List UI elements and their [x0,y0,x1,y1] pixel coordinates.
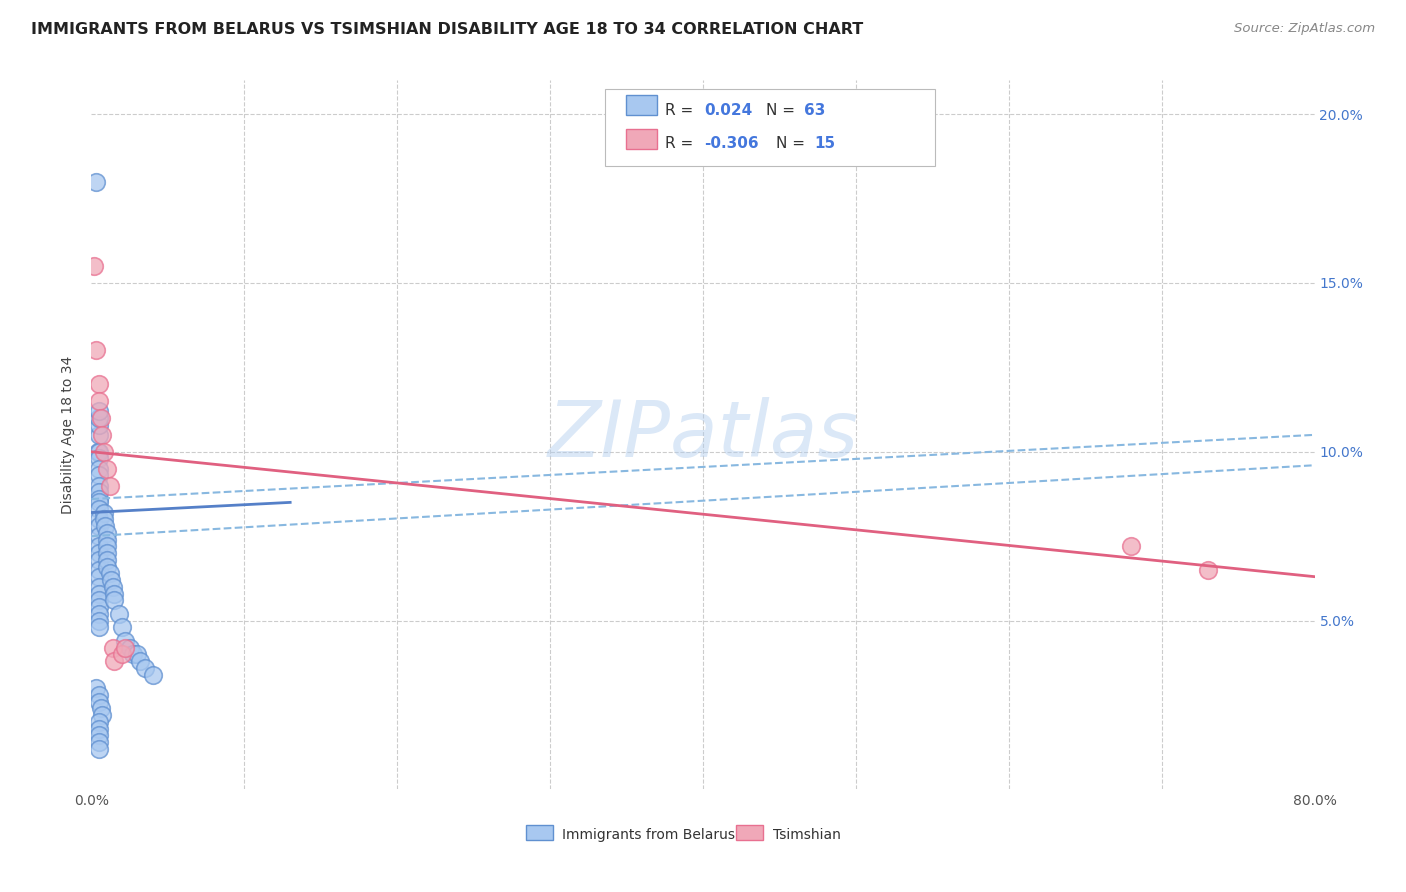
Text: 63: 63 [804,103,825,118]
Point [96,539,118,553]
Point [90,701,112,715]
Point [86,444,108,458]
Point [101,580,124,594]
Point [96,525,118,540]
Point [87,495,110,509]
Text: ZIPatlas: ZIPatlas [547,397,859,473]
Point [87,607,110,621]
Point [111,648,134,662]
Text: -0.306: -0.306 [704,136,759,152]
Point [87,417,110,432]
Point [87,586,110,600]
Point [87,570,110,584]
Point [87,553,110,567]
Point [87,688,110,702]
Point [84,681,107,695]
FancyBboxPatch shape [526,825,553,840]
Point [114,633,136,648]
Text: 0.024: 0.024 [704,103,752,118]
Point [103,586,125,600]
Point [87,539,110,553]
Point [87,742,110,756]
Point [103,654,125,668]
Point [87,491,110,506]
Point [127,648,149,662]
Point [87,394,110,409]
Point [87,451,110,466]
Point [87,529,110,543]
Point [100,573,122,587]
Point [141,667,163,681]
Text: Tsimshian: Tsimshian [773,829,841,842]
Y-axis label: Disability Age 18 to 34: Disability Age 18 to 34 [62,356,76,514]
Point [96,553,118,567]
Point [87,461,110,475]
Point [87,512,110,526]
Point [90,411,112,425]
Point [129,654,152,668]
Point [87,580,110,594]
Point [87,468,110,483]
Point [87,377,110,392]
Text: IMMIGRANTS FROM BELARUS VS TSIMSHIAN DISABILITY AGE 18 TO 34 CORRELATION CHART: IMMIGRANTS FROM BELARUS VS TSIMSHIAN DIS… [31,22,863,37]
FancyBboxPatch shape [735,825,763,840]
Point [101,640,124,655]
Point [87,502,110,516]
Point [87,593,110,607]
Text: R =: R = [665,103,699,118]
Point [121,648,143,662]
Point [87,722,110,736]
Point [98,478,121,492]
Point [96,546,118,560]
Point [87,404,110,418]
Point [108,607,131,621]
Point [84,343,107,358]
Point [87,735,110,749]
Point [87,714,110,729]
Point [87,563,110,577]
Point [87,485,110,500]
Point [87,695,110,709]
Point [91,708,114,723]
Point [111,620,134,634]
Point [134,661,156,675]
Point [91,428,114,442]
Point [96,533,118,547]
Point [103,593,125,607]
Point [1197,563,1219,577]
Point [87,546,110,560]
Point [98,566,121,581]
Point [84,175,107,189]
Point [87,614,110,628]
Point [87,478,110,492]
Point [93,512,115,526]
Point [94,519,117,533]
Point [87,411,110,425]
Point [114,640,136,655]
Point [93,506,115,520]
Point [87,444,110,458]
Text: N =: N = [766,103,800,118]
Text: R =: R = [665,136,699,152]
Point [1121,539,1143,553]
Point [96,559,118,574]
Point [87,428,110,442]
Text: Immigrants from Belarus: Immigrants from Belarus [562,829,735,842]
Point [96,461,118,475]
Point [93,444,115,458]
Point [118,640,141,655]
Text: N =: N = [776,136,810,152]
Text: 15: 15 [814,136,835,152]
Point [87,728,110,742]
Text: Source: ZipAtlas.com: Source: ZipAtlas.com [1234,22,1375,36]
Point [87,600,110,615]
Point [87,519,110,533]
Point [87,620,110,634]
Point [83,259,105,273]
